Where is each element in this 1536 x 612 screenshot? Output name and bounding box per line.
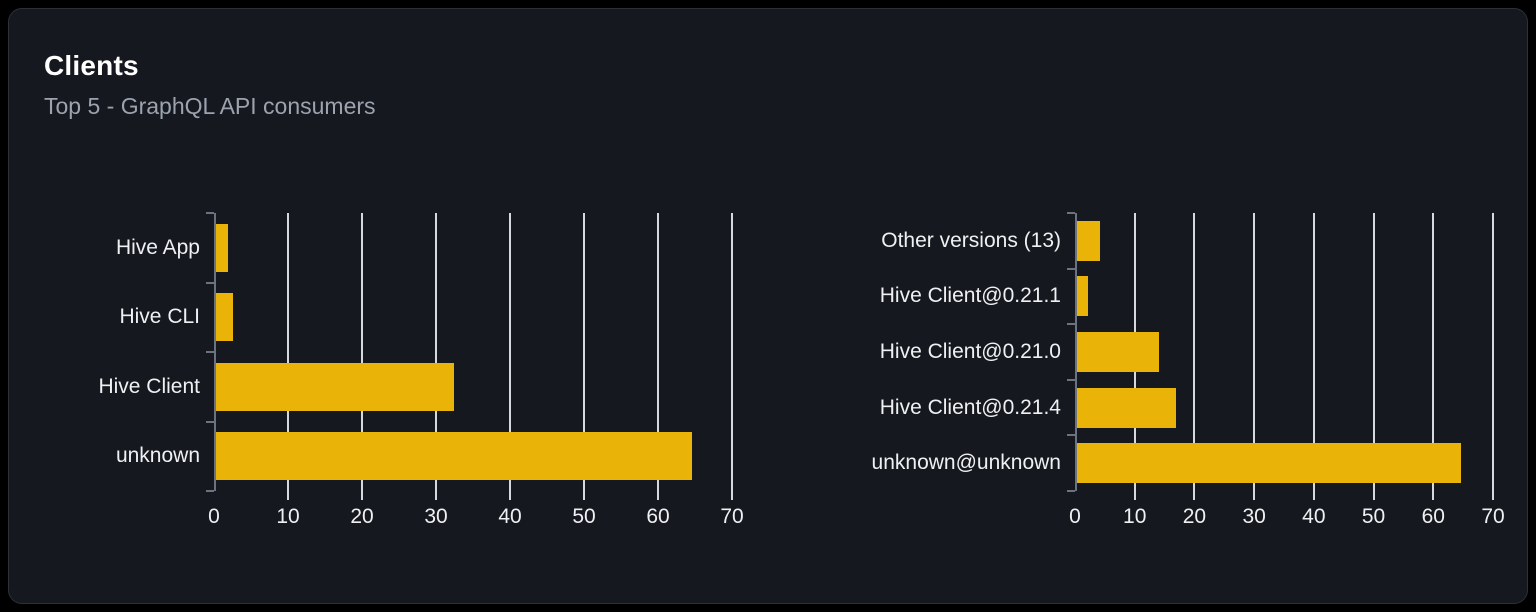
bar[interactable] [216, 293, 234, 342]
x-tick-label: 60 [1421, 505, 1445, 528]
category-label: Hive Client@0.21.0 [879, 339, 1061, 363]
y-axis-tick [1067, 323, 1075, 326]
y-axis [214, 213, 216, 491]
gridline [1253, 213, 1256, 500]
x-tick-label: 0 [1069, 505, 1081, 528]
y-axis-tick [206, 351, 214, 353]
bar[interactable] [1077, 276, 1089, 317]
gridline [435, 213, 437, 500]
client-versions-bar-chart: Other versions (13) Hive Client@0.21.1 Hiv… [844, 212, 1533, 551]
x-tick-label: 20 [350, 505, 374, 528]
plot-area [1067, 212, 1494, 500]
bar[interactable] [1077, 332, 1160, 372]
y-axis-tick [206, 281, 214, 284]
plot-area [206, 212, 733, 500]
x-tick-label: 10 [1123, 505, 1147, 528]
x-tick-label: 10 [276, 505, 300, 528]
bar[interactable] [216, 223, 228, 272]
y-axis-tick [206, 212, 214, 214]
gridline [1193, 213, 1196, 500]
gridline [509, 213, 511, 500]
clients-bar-chart: Hive App Hive CLI Hive Client unknown 0 10 20 3… [17, 212, 772, 551]
gridline [583, 213, 585, 500]
x-tick-label: 70 [1481, 505, 1505, 528]
category-label: Hive Client@0.21.1 [879, 284, 1061, 308]
x-tick-label: 40 [1302, 505, 1326, 528]
category-label: Hive CLI [119, 305, 200, 329]
x-tick-label: 30 [424, 505, 448, 528]
x-tick-label: 0 [208, 505, 220, 528]
gridline [1432, 213, 1435, 500]
category-label: unknown@unknown [871, 451, 1061, 475]
gridline [1372, 213, 1375, 500]
gridline [1312, 213, 1315, 500]
category-label: Hive Client@0.21.4 [879, 395, 1061, 419]
bar[interactable] [1077, 387, 1176, 428]
card-header: Clients Top 5 - GraphQL API consumers [44, 49, 376, 120]
y-axis-tick [1067, 267, 1075, 270]
bar[interactable] [216, 362, 455, 411]
y-axis-tick [1067, 490, 1075, 492]
x-tick-label: 30 [1242, 505, 1266, 528]
category-label: Hive App [115, 235, 200, 259]
bar[interactable] [1077, 443, 1461, 484]
x-tick-label: 20 [1182, 505, 1207, 528]
x-tick-label: 70 [720, 505, 744, 528]
y-axis-tick [1067, 378, 1075, 381]
gridline [287, 213, 289, 500]
clients-card: Clients Top 5 - GraphQL API consumers Hi… [8, 8, 1528, 604]
x-tick-label: 40 [498, 505, 522, 528]
bar[interactable] [1077, 220, 1101, 261]
category-label: Hive Client [98, 374, 200, 398]
y-axis-tick [206, 490, 214, 492]
category-label: unknown [115, 444, 200, 468]
x-tick-label: 60 [646, 505, 670, 528]
gridline [731, 213, 733, 500]
y-axis [1075, 213, 1077, 491]
category-label: Other versions (13) [881, 228, 1061, 252]
card-subtitle: Top 5 - GraphQL API consumers [44, 92, 376, 119]
gridline [1492, 213, 1494, 500]
y-axis-tick [1067, 434, 1075, 437]
x-tick-label: 50 [572, 505, 596, 528]
y-axis-tick [1067, 212, 1075, 214]
bar[interactable] [216, 432, 692, 481]
card-title: Clients [44, 50, 139, 81]
gridline [361, 213, 363, 500]
x-tick-label: 50 [1361, 505, 1386, 528]
gridline [657, 213, 659, 500]
y-axis-tick [206, 420, 214, 423]
